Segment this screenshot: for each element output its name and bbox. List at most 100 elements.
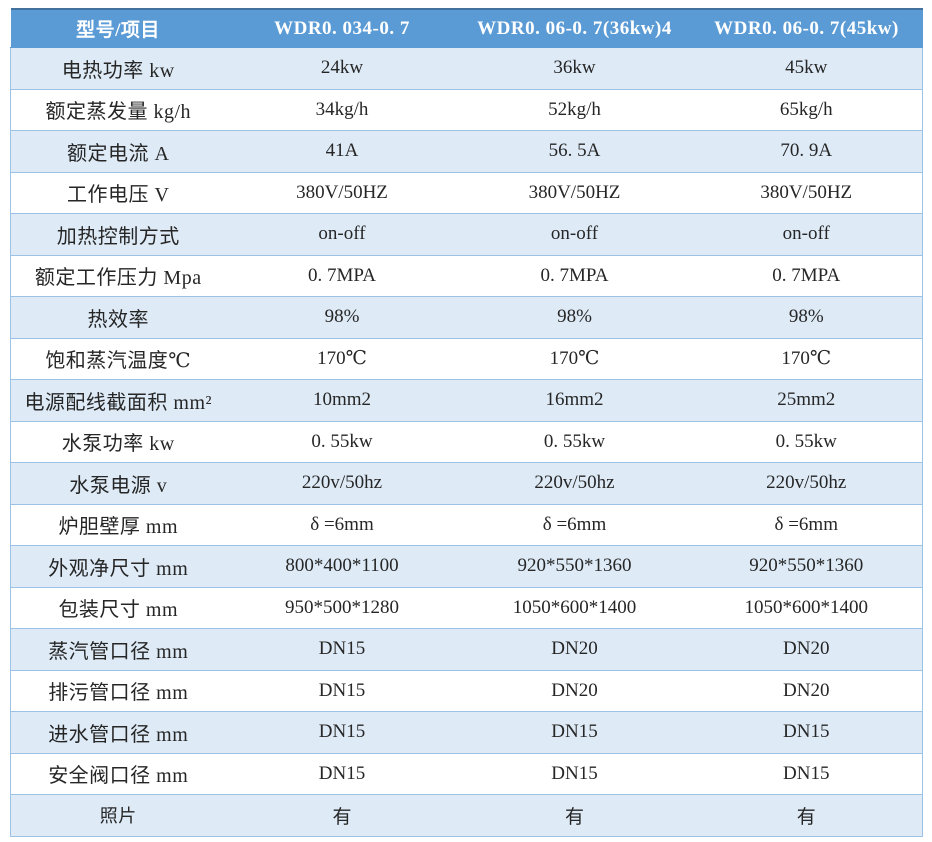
boiler-spec-table: 型号/项目 WDR0. 034-0. 7 WDR0. 06-0. 7(36kw)… [10, 8, 923, 837]
spec-table-header: 型号/项目 WDR0. 034-0. 7 WDR0. 06-0. 7(36kw)… [10, 8, 923, 48]
cell-value: DN15 [458, 711, 691, 753]
cell-value: 98% [690, 296, 923, 338]
cell-value: DN15 [458, 752, 691, 795]
cell-value: 380V/50HZ [225, 171, 459, 214]
cell-value: 45kw [690, 47, 923, 89]
cell-value: 220v/50hz [458, 462, 691, 504]
row-label: 蒸汽管口径 mm [10, 628, 226, 670]
cell-value: δ =6mm [690, 503, 923, 546]
cell-value: 170℃ [458, 337, 691, 380]
table-row: 水泵电源 v 220v/50hz 220v/50hz 220v/50hz [10, 462, 923, 504]
row-label: 电热功率 kw [10, 47, 226, 89]
table-row: 排污管口径 mm DN15 DN20 DN20 [10, 669, 923, 712]
cell-value: DN15 [225, 752, 459, 795]
table-row: 外观净尺寸 mm 800*400*1100 920*550*1360 920*550*… [10, 545, 923, 587]
cell-value: 920*550*1360 [690, 545, 923, 587]
cell-value: DN20 [690, 628, 923, 670]
column-header-model-1: WDR0. 034-0. 7 [225, 8, 459, 48]
column-header-model-item: 型号/项目 [10, 8, 226, 48]
table-row: 加热控制方式 on-off on-off on-off [10, 213, 923, 255]
cell-value: DN20 [458, 628, 691, 670]
table-row: 额定电流 A 41A 56. 5A 70. 9A [10, 130, 923, 172]
cell-value: 1050*600*1400 [458, 586, 691, 629]
cell-value: 36kw [458, 47, 691, 89]
cell-value: 0. 55kw [690, 420, 923, 463]
table-row: 饱和蒸汽温度℃ 170℃ 170℃ 170℃ [10, 337, 923, 380]
cell-value: 70. 9A [690, 130, 923, 172]
cell-value: 0. 7MPA [225, 254, 459, 297]
table-row: 额定工作压力 Mpa 0. 7MPA 0. 7MPA 0. 7MPA [10, 254, 923, 297]
row-label: 排污管口径 mm [10, 669, 226, 712]
table-row: 包装尺寸 mm 950*500*1280 1050*600*1400 1050*600… [10, 586, 923, 629]
cell-value: 有 [690, 794, 923, 837]
spec-table-container: 型号/项目 WDR0. 034-0. 7 WDR0. 06-0. 7(36kw)… [10, 8, 923, 837]
cell-value: DN15 [225, 628, 459, 670]
row-label: 电源配线截面积 mm² [10, 379, 226, 421]
row-label: 热效率 [10, 296, 226, 338]
spec-table-body: 电热功率 kw 24kw 36kw 45kw 额定蒸发量 kg/h 34kg/h 52kg/… [10, 47, 923, 837]
cell-value: 65kg/h [690, 88, 923, 131]
row-label: 包装尺寸 mm [10, 586, 226, 629]
cell-value: DN15 [690, 752, 923, 795]
cell-value: 0. 7MPA [458, 254, 691, 297]
cell-value: 10mm2 [225, 379, 459, 421]
row-label: 炉胆壁厚 mm [10, 503, 226, 546]
cell-value: 0. 55kw [458, 420, 691, 463]
row-label: 外观净尺寸 mm [10, 545, 226, 587]
cell-value: 220v/50hz [225, 462, 459, 504]
cell-value: 1050*600*1400 [690, 586, 923, 629]
cell-value: δ =6mm [225, 503, 459, 546]
cell-value: DN20 [690, 669, 923, 712]
table-row: 水泵功率 kw 0. 55kw 0. 55kw 0. 55kw [10, 420, 923, 463]
cell-value: 170℃ [225, 337, 459, 380]
cell-value: DN15 [690, 711, 923, 753]
column-header-model-3: WDR0. 06-0. 7(45kw) [690, 8, 923, 48]
cell-value: 有 [458, 794, 691, 837]
cell-value: 98% [458, 296, 691, 338]
row-label: 进水管口径 mm [10, 711, 226, 753]
row-label: 加热控制方式 [10, 213, 226, 255]
cell-value: 950*500*1280 [225, 586, 459, 629]
row-label: 水泵功率 kw [10, 420, 226, 463]
cell-value: 220v/50hz [690, 462, 923, 504]
row-label: 安全阀口径 mm [10, 752, 226, 795]
header-row: 型号/项目 WDR0. 034-0. 7 WDR0. 06-0. 7(36kw)… [10, 8, 923, 48]
table-row: 照片有有有 [10, 794, 923, 837]
cell-value: 170℃ [690, 337, 923, 380]
row-label: 水泵电源 v [10, 462, 226, 504]
table-row: 工作电压 V 380V/50HZ 380V/50HZ 380V/50HZ [10, 171, 923, 214]
cell-value: 920*550*1360 [458, 545, 691, 587]
cell-value: δ =6mm [458, 503, 691, 546]
table-row: 电热功率 kw 24kw 36kw 45kw [10, 47, 923, 89]
table-row: 热效率 98% 98% 98% [10, 296, 923, 338]
cell-value: 0. 55kw [225, 420, 459, 463]
cell-value: 16mm2 [458, 379, 691, 421]
table-row: 安全阀口径 mm DN15 DN15 DN15 [10, 752, 923, 795]
table-row: 电源配线截面积 mm² 10mm2 16mm2 25mm2 [10, 379, 923, 421]
column-header-model-2: WDR0. 06-0. 7(36kw)4 [458, 8, 691, 48]
row-label: 额定工作压力 Mpa [10, 254, 226, 297]
table-row: 炉胆壁厚 mm δ =6mm δ =6mm δ =6mm [10, 503, 923, 546]
cell-value: 24kw [225, 47, 459, 89]
cell-value: 380V/50HZ [458, 171, 691, 214]
cell-value: on-off [458, 213, 691, 255]
cell-value: DN15 [225, 711, 459, 753]
cell-value: 25mm2 [690, 379, 923, 421]
cell-value: DN15 [225, 669, 459, 712]
row-label: 额定电流 A [10, 130, 226, 172]
cell-value: 0. 7MPA [690, 254, 923, 297]
cell-value: 52kg/h [458, 88, 691, 131]
cell-value: 380V/50HZ [690, 171, 923, 214]
table-row: 额定蒸发量 kg/h 34kg/h 52kg/h 65kg/h [10, 88, 923, 131]
table-row: 进水管口径 mm DN15 DN15 DN15 [10, 711, 923, 753]
cell-value: DN20 [458, 669, 691, 712]
cell-value: 800*400*1100 [225, 545, 459, 587]
cell-value: 34kg/h [225, 88, 459, 131]
row-label: 额定蒸发量 kg/h [10, 88, 226, 131]
cell-value: 41A [225, 130, 459, 172]
cell-value: 98% [225, 296, 459, 338]
cell-value: 有 [225, 794, 459, 837]
cell-value: on-off [690, 213, 923, 255]
row-label: 工作电压 V [10, 171, 226, 214]
cell-value: on-off [225, 213, 459, 255]
